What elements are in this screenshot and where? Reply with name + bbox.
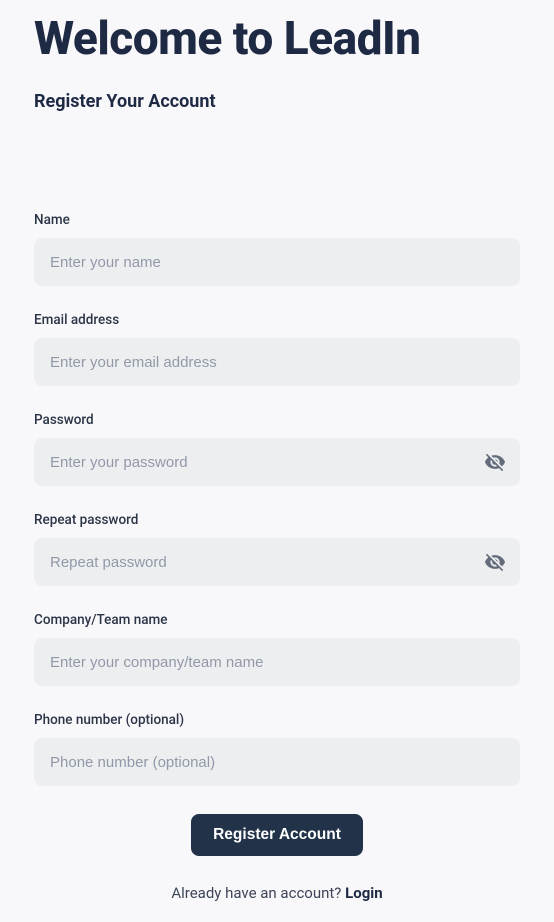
phone-group: Phone number (optional) [34,712,520,786]
register-button[interactable]: Register Account [191,814,363,856]
password-input-wrapper [34,438,520,486]
email-input[interactable] [34,338,520,386]
name-group: Name [34,212,520,286]
password-label: Password [34,412,520,428]
email-group: Email address [34,312,520,386]
phone-label: Phone number (optional) [34,712,520,728]
footer-text: Already have an account? Login [34,884,520,902]
repeat-password-group: Repeat password [34,512,520,586]
phone-input[interactable] [34,738,520,786]
password-input[interactable] [34,438,520,486]
login-link[interactable]: Login [345,884,383,902]
company-input[interactable] [34,638,520,686]
page-title: Welcome to LeadIn [34,12,520,67]
submit-row: Register Account [34,814,520,856]
page-subtitle: Register Your Account [34,91,520,112]
footer-prompt: Already have an account? [171,884,345,902]
password-group: Password [34,412,520,486]
phone-input-wrapper [34,738,520,786]
eye-off-icon[interactable] [484,451,506,473]
company-group: Company/Team name [34,612,520,686]
register-page: Welcome to LeadIn Register Your Account … [0,0,554,922]
eye-off-icon[interactable] [484,551,506,573]
email-label: Email address [34,312,520,328]
name-input-wrapper [34,238,520,286]
company-input-wrapper [34,638,520,686]
email-input-wrapper [34,338,520,386]
repeat-password-input[interactable] [34,538,520,586]
name-label: Name [34,212,520,228]
company-label: Company/Team name [34,612,520,628]
name-input[interactable] [34,238,520,286]
repeat-password-label: Repeat password [34,512,520,528]
repeat-password-input-wrapper [34,538,520,586]
